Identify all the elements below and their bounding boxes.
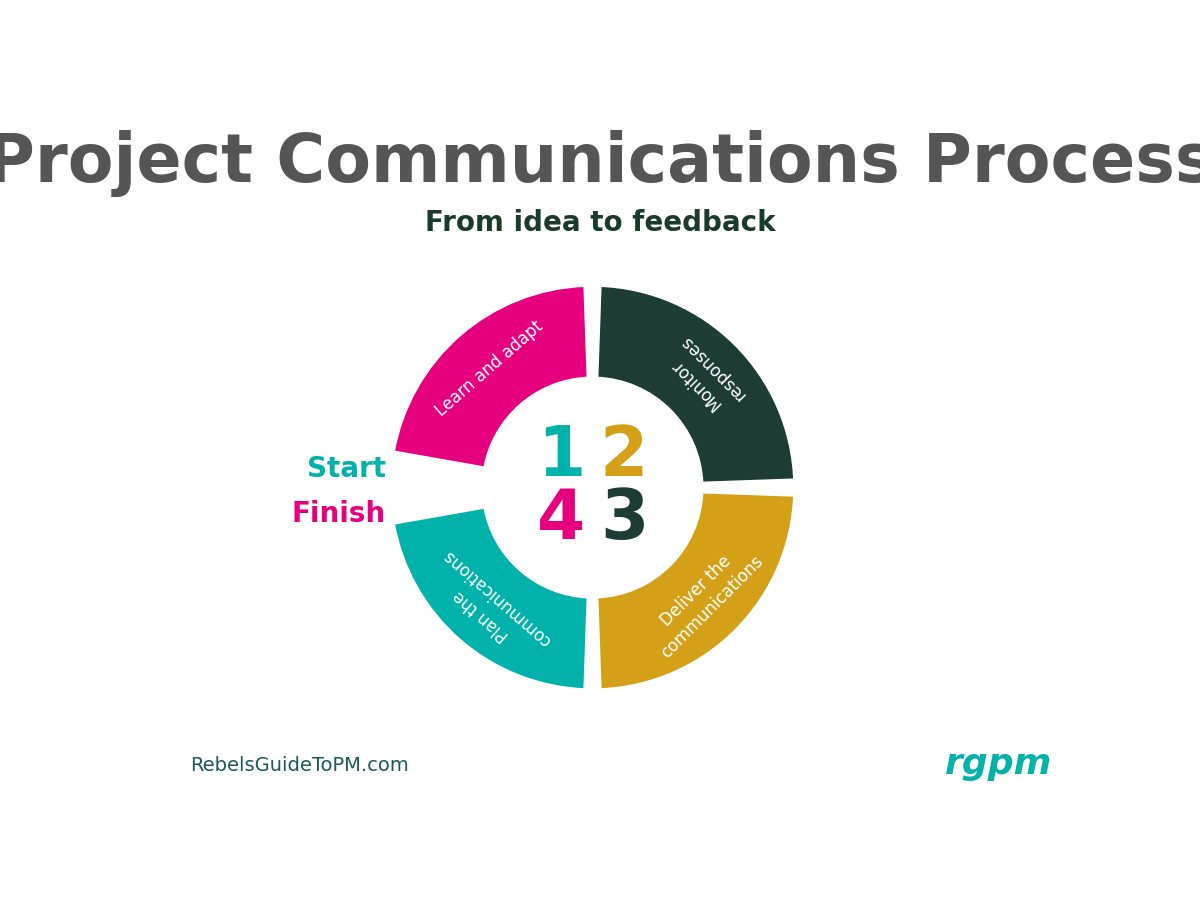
Circle shape xyxy=(485,380,700,595)
Text: 3: 3 xyxy=(600,486,648,553)
Wedge shape xyxy=(392,507,589,690)
Text: 2: 2 xyxy=(600,422,648,490)
Wedge shape xyxy=(596,491,796,690)
Text: Plan the
communications: Plan the communications xyxy=(424,546,554,667)
Text: From idea to feedback: From idea to feedback xyxy=(425,209,775,237)
Text: Finish: Finish xyxy=(292,500,386,528)
Text: rgpm: rgpm xyxy=(944,747,1051,781)
Text: Start: Start xyxy=(307,454,386,482)
Text: 1: 1 xyxy=(536,422,586,490)
Text: Monitor
responses: Monitor responses xyxy=(660,331,749,420)
Text: Deliver the
communications: Deliver the communications xyxy=(641,536,767,662)
Wedge shape xyxy=(596,284,796,484)
Text: RebelsGuideToPM.com: RebelsGuideToPM.com xyxy=(191,756,409,775)
Wedge shape xyxy=(392,284,589,469)
Text: 4: 4 xyxy=(536,486,586,553)
Text: Learn and adapt: Learn and adapt xyxy=(432,317,546,420)
Text: Project Communications Process: Project Communications Process xyxy=(0,130,1200,196)
